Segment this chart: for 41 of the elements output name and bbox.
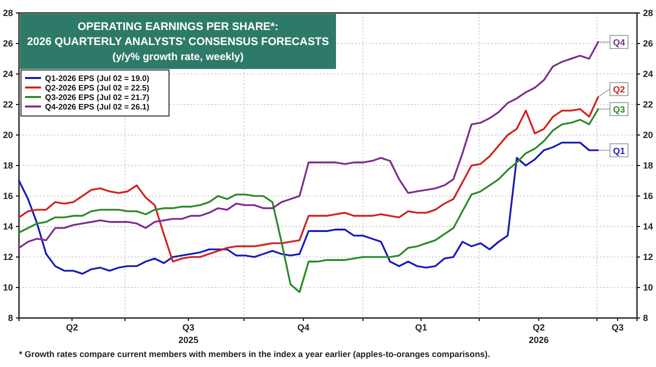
x-tick-label: Q3 bbox=[612, 322, 624, 332]
y-tick-label: 12 bbox=[2, 252, 13, 262]
x-tick-label: Q2 2026 bbox=[528, 322, 549, 345]
legend-label: Q3-2026 EPS (Jul 02 = 21.7) bbox=[45, 93, 150, 102]
y2-tick-label: 12 bbox=[643, 252, 654, 262]
x-tick-label: Q3 2025 bbox=[178, 322, 198, 345]
y2-tick-label: 8 bbox=[643, 312, 648, 323]
annotation: Q2 bbox=[612, 84, 626, 95]
x-tick-label: Q2 bbox=[66, 322, 78, 332]
y-tick-label: 22 bbox=[2, 99, 13, 110]
y2-tick-label: 14 bbox=[643, 221, 654, 232]
text: * Growth rates compare current members with members in the index a year earlier (apples-to-oranges comparisons). bbox=[19, 349, 490, 359]
x-tick-label: Q4 bbox=[297, 322, 310, 332]
y-tick-label: 18 bbox=[2, 160, 13, 170]
y-tick-label: 8 bbox=[8, 312, 13, 323]
y-tick-label: 28 bbox=[2, 8, 13, 18]
legend-label: Q2-2026 EPS (Jul 02 = 22.5) bbox=[45, 84, 150, 92]
y2-tick-label: 24 bbox=[643, 68, 654, 79]
x-tick-label: Q1 bbox=[415, 322, 428, 332]
y2-tick-label: 28 bbox=[643, 8, 654, 18]
y-tick-label: 24 bbox=[2, 68, 13, 79]
annotation: Q4 bbox=[612, 37, 626, 48]
y-tick-label: 14 bbox=[2, 221, 13, 232]
y2-tick-label: 18 bbox=[643, 160, 654, 170]
line-series bbox=[18, 96, 600, 262]
y2-tick-label: 20 bbox=[643, 130, 654, 140]
line-series bbox=[18, 142, 600, 275]
y2-tick-label: 16 bbox=[643, 190, 654, 201]
annotation: Q1 bbox=[612, 146, 626, 156]
text: OPERATING EARNINGS PER SHARE*: 2026 QUARTERLY ANALYSTS' CONSENSUS FORECASTS bbox=[27, 21, 329, 48]
y-tick-label: 16 bbox=[2, 190, 13, 201]
legend-label: Q4-2026 EPS (Jul 02 = 26.1) bbox=[45, 102, 150, 112]
text: (y/y% growth rate, weekly) bbox=[112, 51, 244, 63]
y-tick-label: 26 bbox=[2, 38, 13, 48]
annotation: Q3 bbox=[612, 104, 626, 115]
y2-tick-label: 26 bbox=[643, 38, 654, 48]
y-tick-label: 20 bbox=[2, 130, 13, 140]
y2-tick-label: 22 bbox=[643, 99, 654, 110]
y-tick-label: 10 bbox=[2, 282, 13, 292]
legend-label: Q1-2026 EPS (Jul 02 = 19.0) bbox=[45, 74, 150, 83]
y2-tick-label: 10 bbox=[643, 282, 654, 292]
